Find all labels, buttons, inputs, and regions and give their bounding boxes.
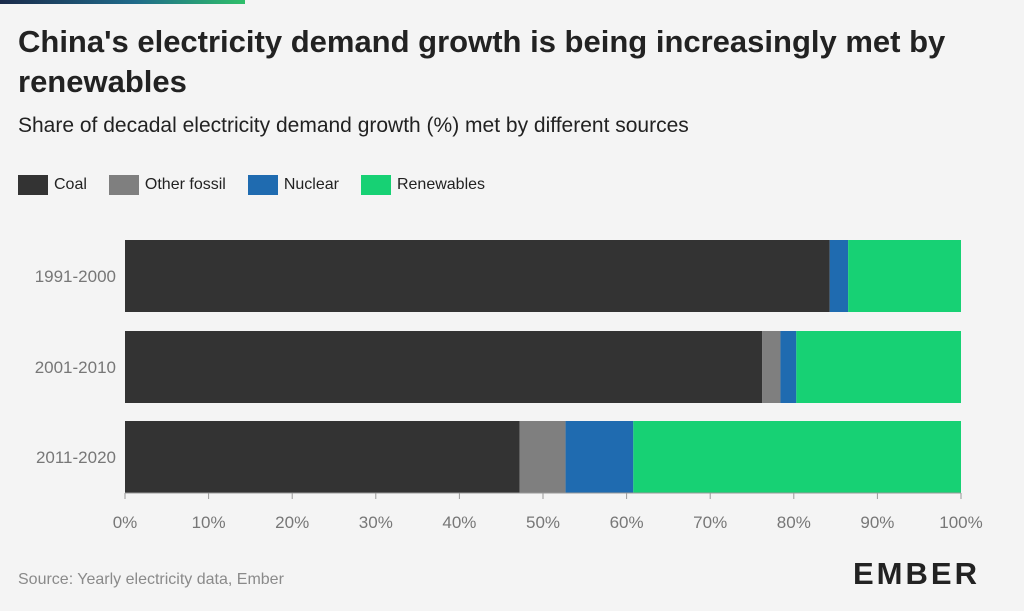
- bar-2011-2020-renewables: [633, 421, 961, 493]
- x-tick-label: 60%: [610, 513, 644, 532]
- legend-swatch-other-fossil: [108, 175, 139, 195]
- category-label-2011-2020: 2011-2020: [36, 448, 116, 467]
- bar-1991-2000-nuclear: [829, 240, 849, 312]
- bar-2001-2010-nuclear: [780, 331, 797, 403]
- category-label-1991-2000: 1991-2000: [35, 267, 116, 286]
- bar-2011-2020-other-fossil: [519, 421, 566, 493]
- category-label-2001-2010: 2001-2010: [35, 358, 116, 377]
- x-tick-label: 80%: [777, 513, 811, 532]
- x-tick-label: 10%: [192, 513, 226, 532]
- x-tick-label: 0%: [113, 513, 138, 532]
- ember-logo: EMBER: [853, 556, 980, 591]
- bar-2011-2020-nuclear: [565, 421, 634, 493]
- chart-subtitle: Share of decadal electricity demand grow…: [18, 114, 689, 137]
- legend-swatch-renewables: [360, 175, 391, 195]
- bar-1991-2000-renewables: [848, 240, 961, 312]
- x-tick-label: 50%: [526, 513, 560, 532]
- bar-2001-2010-coal: [125, 331, 763, 403]
- x-tick-label: 20%: [275, 513, 309, 532]
- legend-label-renewables: Renewables: [396, 176, 486, 193]
- legend-label-coal: Coal: [54, 176, 87, 193]
- x-tick-label: 90%: [860, 513, 894, 532]
- x-tick-label: 40%: [442, 513, 476, 532]
- bar-2001-2010-renewables: [796, 331, 961, 403]
- legend-item-coal: Coal: [18, 175, 87, 195]
- legend: Coal Other fossil Nuclear Renewables: [18, 175, 507, 195]
- legend-swatch-nuclear: [247, 175, 278, 195]
- top-accent-bar: [0, 0, 245, 4]
- chart-title: China's electricity demand growth is bei…: [18, 24, 946, 99]
- x-tick-label: 30%: [359, 513, 393, 532]
- legend-label-nuclear: Nuclear: [283, 176, 339, 193]
- bar-2001-2010-other-fossil: [762, 331, 781, 403]
- x-tick-label: 70%: [693, 513, 727, 532]
- legend-item-other-fossil: Other fossil: [108, 175, 226, 195]
- legend-swatch-coal: [18, 175, 48, 195]
- legend-item-nuclear: Nuclear: [247, 175, 339, 195]
- source-note: Source: Yearly electricity data, Ember: [18, 571, 284, 588]
- legend-item-renewables: Renewables: [360, 175, 486, 195]
- x-tick-label: 100%: [939, 513, 982, 532]
- legend-label-other-fossil: Other fossil: [144, 176, 226, 193]
- bar-1991-2000-coal: [125, 240, 830, 312]
- bar-2011-2020-coal: [125, 421, 520, 493]
